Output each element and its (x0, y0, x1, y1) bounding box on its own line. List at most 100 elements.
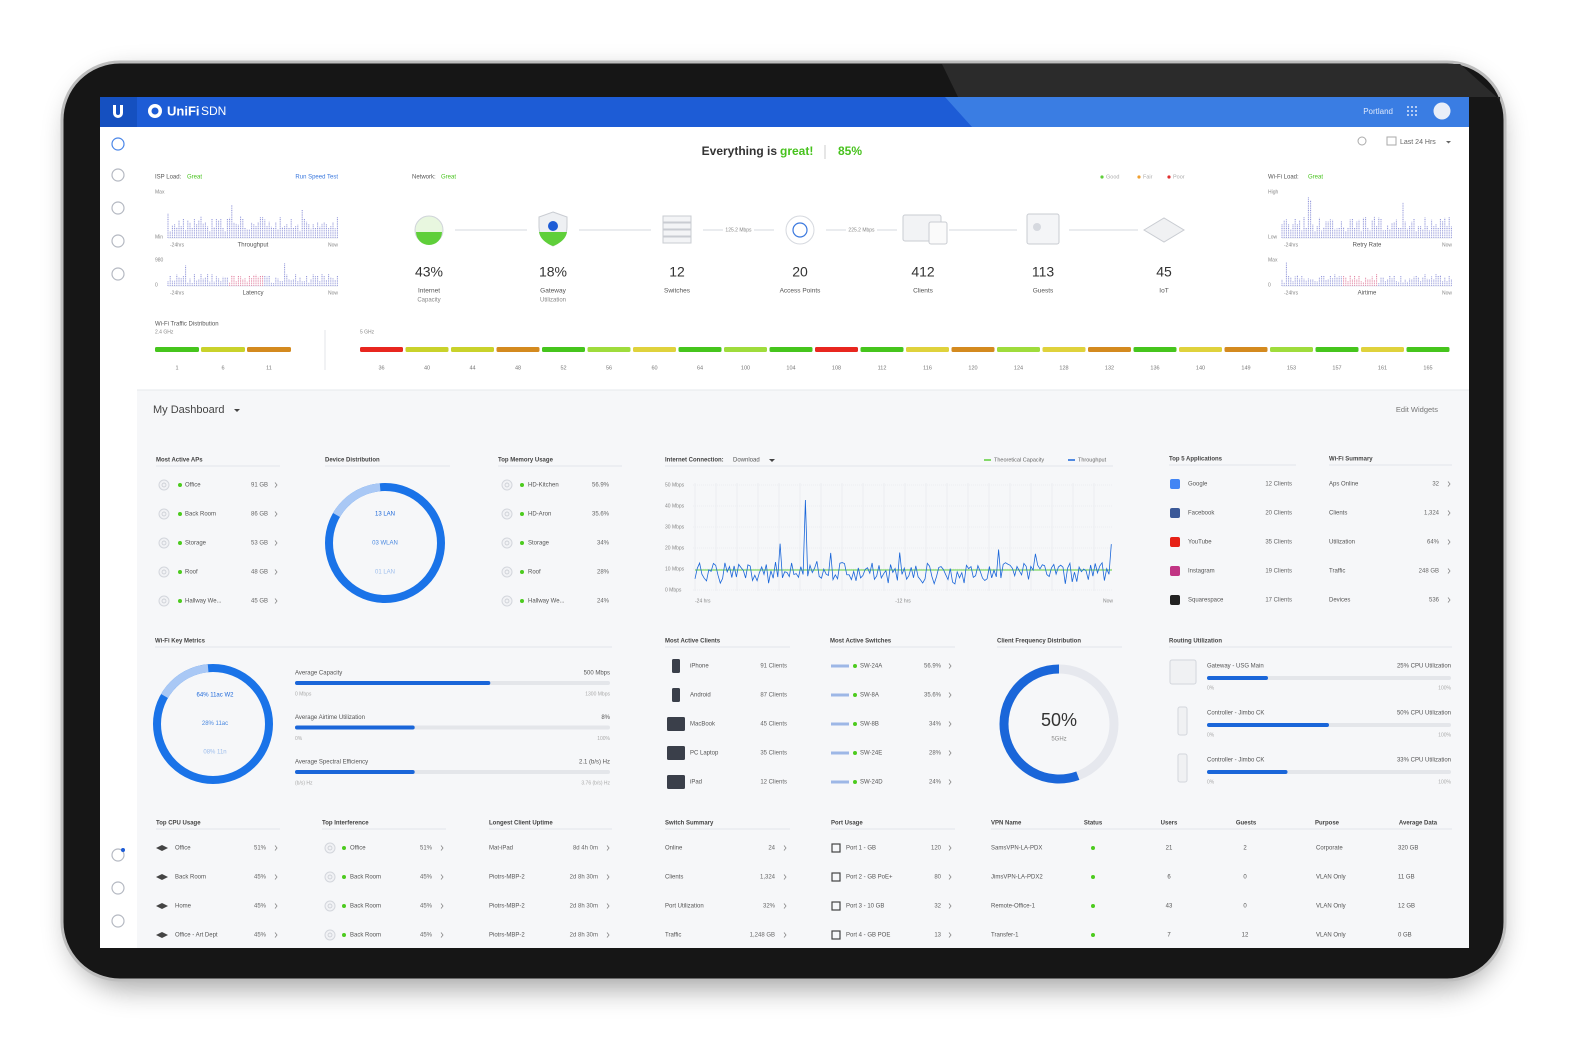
switch-icon (662, 222, 692, 230)
router-name: Gateway - USG Main (1207, 664, 1264, 670)
row-name: Devices (1329, 598, 1350, 604)
nav-icon (111, 881, 125, 895)
row-name: Piotrs-MBP-2 (489, 933, 525, 939)
column-header: Guests (1236, 821, 1257, 827)
channel-label: 132 (1105, 365, 1114, 371)
run-speed-test[interactable]: Run Speed Test (295, 175, 338, 181)
band-name: 2.4 GHz (155, 329, 174, 335)
ring-segment (999, 664, 1080, 784)
metric-name: Average Capacity (295, 671, 342, 677)
gateway-logo (548, 221, 558, 231)
row-value: 45 Clients (760, 722, 787, 728)
mode-selector[interactable]: Download (733, 458, 760, 464)
y-tick-label: 10 Mbps (665, 566, 685, 572)
table-cell: 21 (1166, 846, 1173, 852)
channel-label: 60 (651, 365, 657, 371)
router-min: 0% (1207, 732, 1215, 738)
row-name: Piotrs-MBP-2 (489, 875, 525, 881)
node-value: 113 (1032, 264, 1055, 280)
row-name: Facebook (1188, 511, 1215, 517)
chart-end: Now (1442, 242, 1452, 248)
cpu-icon (156, 903, 168, 909)
column-header: VPN Name (991, 821, 1022, 827)
channel-label: 40 (424, 365, 430, 371)
search-icon[interactable] (1357, 136, 1367, 146)
channel-label: 100 (741, 365, 750, 371)
chevron (440, 903, 444, 909)
status-dot (178, 599, 182, 603)
row-name: PC Laptop (690, 751, 719, 757)
dashboard-title[interactable]: My Dashboard (153, 404, 225, 416)
chart-end: Now (1442, 290, 1452, 296)
chevron (948, 903, 952, 909)
switch-icon (662, 229, 692, 237)
row-value: 86 GB (251, 512, 268, 518)
link-rate: 225.2 Mbps (848, 227, 875, 233)
calendar-icon[interactable] (1386, 136, 1397, 146)
chart-bottom: Min (155, 234, 163, 240)
chart-bottom: 0 (1268, 282, 1271, 288)
ring-label: 01 LAN (375, 570, 395, 576)
channel-label: 149 (1241, 365, 1250, 371)
column-header: Average Data (1399, 821, 1438, 827)
row-name: Hallway We... (185, 599, 222, 605)
ap-icon (158, 537, 170, 549)
row-name: Storage (185, 541, 207, 547)
router-max: 100% (1438, 732, 1451, 738)
node-value: 20 (792, 264, 808, 280)
row-value: 24% (597, 599, 610, 605)
widget-title: Longest Client Uptime (489, 821, 553, 827)
table-cell: 43 (1166, 904, 1173, 910)
table-cell: 0 (1243, 875, 1247, 881)
legend-label: Throughput (1078, 457, 1107, 463)
switch-icon (831, 751, 849, 755)
row-value: 51% (420, 846, 433, 852)
row-value: 24% (929, 780, 942, 786)
channel-bar (587, 347, 631, 352)
channel-bar (155, 347, 199, 352)
metric-min: 0 Mbps (295, 691, 312, 697)
y-tick-label: 50 Mbps (665, 482, 685, 488)
app-icon (1170, 537, 1180, 547)
node-label: Internet (418, 288, 440, 295)
ap-icon (158, 566, 170, 578)
row-name: YouTube (1188, 540, 1212, 546)
row-name: Storage (528, 541, 550, 547)
node-label: Gateway (540, 288, 566, 295)
node-sub: Utilization (540, 298, 566, 304)
row-name: Hallway We... (528, 599, 565, 605)
ap-icon-ring (792, 222, 808, 238)
chevron (274, 511, 278, 517)
iot-icon (1143, 217, 1185, 243)
chevron (440, 874, 444, 880)
edit-widgets[interactable]: Edit Widgets (1396, 405, 1438, 414)
chevron (274, 845, 278, 851)
progress-fill (1207, 770, 1288, 774)
node-value: 12 (669, 264, 685, 280)
row-name: Roof (528, 570, 541, 576)
y-tick-label: 20 Mbps (665, 545, 685, 551)
brand-icon-core (151, 107, 159, 115)
widget-title: Port Usage (831, 821, 863, 827)
caret (769, 459, 775, 462)
row-name: Port 3 - 10 GB (846, 904, 884, 910)
switch-icon (662, 236, 692, 244)
site-name[interactable]: Portland (1363, 107, 1393, 116)
channel-bar (1270, 347, 1313, 352)
legend-label: Poor (1173, 174, 1185, 180)
channel-bar (247, 347, 291, 352)
avatar[interactable] (1433, 102, 1451, 120)
row-name: Clients (1329, 511, 1347, 517)
chevron (274, 482, 278, 488)
row-value: 2d 8h 30m (570, 875, 598, 881)
chevron (948, 779, 952, 785)
status-prefix: Everything is (702, 144, 778, 158)
ap-icon-core (504, 482, 510, 488)
apps-grid (1411, 114, 1413, 116)
channel-label: 161 (1378, 365, 1387, 371)
row-name: SW-24A (860, 664, 882, 670)
range-selector[interactable]: Last 24 Hrs (1400, 139, 1436, 146)
row-value: 120 (931, 846, 942, 852)
status-dot (342, 846, 346, 850)
progress-fill (295, 770, 415, 774)
